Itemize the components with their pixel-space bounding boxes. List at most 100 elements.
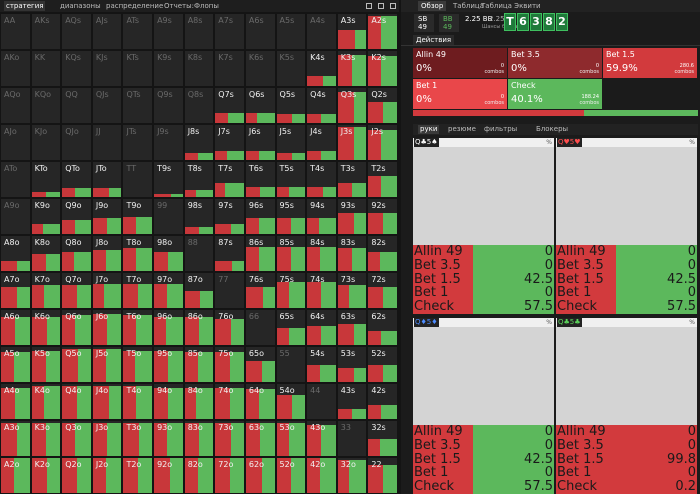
hand-cell[interactable]: K7o [30,272,62,309]
toolbar-tab[interactable]: стратегия [4,1,46,11]
hand-cell[interactable]: K8o [30,235,62,272]
hand-cell[interactable]: 32s [367,420,398,457]
hand-cell[interactable]: Q4s [306,87,337,124]
hand-cell[interactable]: KQs [61,50,92,87]
hand-cell[interactable]: AJo [0,124,31,161]
hand-cell[interactable]: 83o [183,420,215,457]
hand-cell[interactable]: 53s [336,346,368,383]
hand-cell[interactable]: A9o [0,198,31,235]
hand-cell[interactable]: 98s [183,198,215,235]
hand-cell[interactable]: J8o [91,235,123,272]
hand-cell[interactable]: 75s [275,272,307,309]
hand-cell[interactable]: T8s [183,161,215,198]
hand-cell[interactable]: 86s [244,235,276,272]
hand-cell[interactable]: A6o [0,309,31,346]
hand-cell[interactable]: KK [30,50,62,87]
hand-cell[interactable]: 94o [153,383,184,420]
actions-label[interactable]: Действия [413,35,455,45]
hand-cell[interactable]: T9o [122,198,154,235]
hand-cell[interactable]: 63o [244,420,276,457]
hand-cell[interactable]: 93s [336,198,368,235]
hand-cell[interactable]: TT [122,161,154,198]
hand-cell[interactable]: 84o [183,383,215,420]
hand-cell[interactable]: 99 [153,198,184,235]
hand-cell[interactable]: AA [0,13,31,50]
hand-cell[interactable]: Q9o [61,198,92,235]
hand-cell[interactable]: T7s [214,161,245,198]
hand-cell[interactable]: ATo [0,161,31,198]
hand-cell[interactable]: T3o [122,420,154,457]
hand-cell[interactable]: 62o [244,457,276,494]
hand-cell[interactable]: A3o [0,420,31,457]
hand-cell[interactable]: K6s [244,50,276,87]
hand-cell[interactable]: 77 [214,272,245,309]
hand-cell[interactable]: J5s [275,124,307,161]
hand-cell[interactable]: 85s [275,235,307,272]
hand-cell[interactable]: 52o [275,457,307,494]
hand-cell[interactable]: KTo [30,161,62,198]
hand-cell[interactable]: T2o [122,457,154,494]
hand-cell[interactable]: 93o [153,420,184,457]
hand-cell[interactable]: J4s [306,124,337,161]
hand-cell[interactable]: 95o [153,346,184,383]
panel-tab[interactable]: Таблица Эквити [481,2,541,10]
hand-cell[interactable]: K2o [30,457,62,494]
hand-cell[interactable]: 65s [275,309,307,346]
hand-cell[interactable]: Q7o [61,272,92,309]
hand-cell[interactable]: J2o [91,457,123,494]
action-box[interactable]: Bet 1.5 59.9% 280.6 combos [603,48,697,78]
hand-cell[interactable]: 32o [336,457,368,494]
hand-cell[interactable]: QTo [61,161,92,198]
hand-cell[interactable]: K9s [153,50,184,87]
hand-cell[interactable]: 97s [214,198,245,235]
hand-cell[interactable]: K5s [275,50,307,87]
hand-cell[interactable]: J9o [91,198,123,235]
hand-cell[interactable]: 95s [275,198,307,235]
hand-cell[interactable]: 72s [367,272,398,309]
subtab[interactable]: Блокеры [536,125,569,133]
hand-cell[interactable]: Q4o [61,383,92,420]
hand-cell[interactable]: 97o [153,272,184,309]
hand-cell[interactable]: JJ [91,124,123,161]
hand-cell[interactable]: JTo [91,161,123,198]
action-box[interactable]: Bet 1 0% 0 combos [413,79,507,109]
hand-cell[interactable]: T6o [122,309,154,346]
hand-cell[interactable]: 87o [183,272,215,309]
hand-cell[interactable]: 42o [306,457,337,494]
hand-cell[interactable]: J9s [153,124,184,161]
hand-cell[interactable]: K9o [30,198,62,235]
hand-cell[interactable]: Q8s [183,87,215,124]
hand-cell[interactable]: 55 [275,346,307,383]
hand-cell[interactable]: J8s [183,124,215,161]
toolbar-icon[interactable] [366,3,372,9]
hand-cell[interactable]: AJs [91,13,123,50]
hand-cell[interactable]: T5o [122,346,154,383]
hand-cell[interactable]: QJs [91,87,123,124]
hand-cell[interactable]: 72o [214,457,245,494]
hand-cell[interactable]: Q6o [61,309,92,346]
toolbar-icon[interactable] [390,3,396,9]
hand-cell[interactable]: A5o [0,346,31,383]
hand-cell[interactable]: KQo [30,87,62,124]
hand-cell[interactable]: T8o [122,235,154,272]
hand-cell[interactable]: A5s [275,13,307,50]
hand-cell[interactable]: K4s [306,50,337,87]
hand-cell[interactable]: T9s [153,161,184,198]
toolbar-tab[interactable]: Отчеты:Флопы [164,2,219,10]
hand-cell[interactable]: 85o [183,346,215,383]
hand-cell[interactable]: Q5o [61,346,92,383]
hand-cell[interactable]: 73o [214,420,245,457]
hand-cell[interactable]: J2s [367,124,398,161]
hand-cell[interactable]: Q3s [336,87,368,124]
hand-cell[interactable]: 63s [336,309,368,346]
toolbar-icon[interactable] [378,3,384,9]
hand-cell[interactable]: T2s [367,161,398,198]
hand-cell[interactable]: KTs [122,50,154,87]
hand-cell[interactable]: T4s [306,161,337,198]
hand-cell[interactable]: 82s [367,235,398,272]
hand-cell[interactable]: A7o [0,272,31,309]
hand-cell[interactable]: 74o [214,383,245,420]
hand-cell[interactable]: 84s [306,235,337,272]
hand-cell[interactable]: K2s [367,50,398,87]
panel-tab[interactable]: Обзор [418,1,447,11]
